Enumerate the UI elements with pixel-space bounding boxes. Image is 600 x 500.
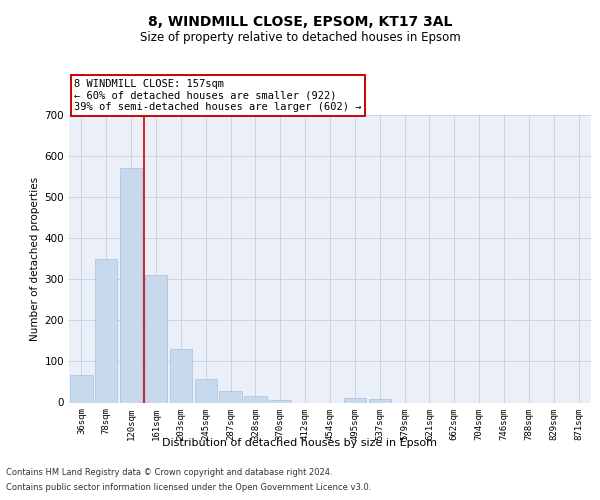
Bar <box>269 400 292 402</box>
Bar <box>95 259 118 402</box>
Text: 8, WINDMILL CLOSE, EPSOM, KT17 3AL: 8, WINDMILL CLOSE, EPSOM, KT17 3AL <box>148 16 452 30</box>
Text: Size of property relative to detached houses in Epsom: Size of property relative to detached ho… <box>140 31 460 44</box>
Bar <box>220 391 242 402</box>
Text: Distribution of detached houses by size in Epsom: Distribution of detached houses by size … <box>163 438 437 448</box>
Bar <box>244 396 266 402</box>
Bar <box>145 275 167 402</box>
Bar <box>368 399 391 402</box>
Bar <box>170 349 192 403</box>
Bar <box>70 374 92 402</box>
Text: Contains HM Land Registry data © Crown copyright and database right 2024.: Contains HM Land Registry data © Crown c… <box>6 468 332 477</box>
Y-axis label: Number of detached properties: Number of detached properties <box>31 176 40 341</box>
Bar <box>194 379 217 402</box>
Bar <box>344 398 366 402</box>
Text: Contains public sector information licensed under the Open Government Licence v3: Contains public sector information licen… <box>6 483 371 492</box>
Bar <box>120 168 142 402</box>
Text: 8 WINDMILL CLOSE: 157sqm
← 60% of detached houses are smaller (922)
39% of semi-: 8 WINDMILL CLOSE: 157sqm ← 60% of detach… <box>74 79 362 112</box>
